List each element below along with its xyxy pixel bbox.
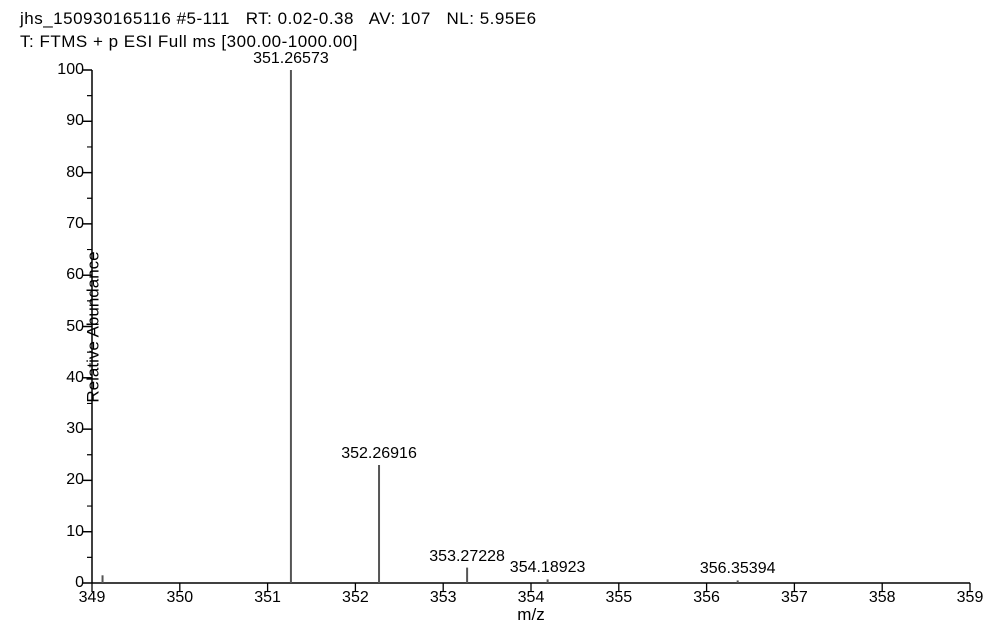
y-tick-label: 10	[66, 523, 92, 541]
x-axis-title: m/z	[517, 605, 544, 625]
y-tick-label: 50	[66, 318, 92, 336]
x-tick-label: 352	[342, 583, 369, 607]
x-tick-label: 350	[166, 583, 193, 607]
y-tick-label: 30	[66, 420, 92, 438]
peak-label: 356.35394	[700, 560, 776, 578]
peak-label: 354.18923	[510, 559, 586, 577]
y-tick-label: 70	[66, 215, 92, 233]
x-tick-label: 354	[518, 583, 545, 607]
y-tick-label: 100	[57, 61, 92, 79]
header-line-2: T: FTMS + p ESI Full ms [300.00-1000.00]	[20, 31, 984, 54]
av-label: AV:	[369, 9, 396, 28]
nl-label: NL:	[447, 9, 475, 28]
spectrum-chart: Relative Abundance m/z 01020304050607080…	[92, 70, 970, 583]
peak-label: 353.27228	[429, 548, 505, 566]
x-tick-label: 357	[781, 583, 808, 607]
x-tick-label: 358	[869, 583, 896, 607]
peak-label: 351.26573	[253, 50, 329, 68]
rt-label: RT:	[246, 9, 273, 28]
file-id: jhs_150930165116 #5-111	[20, 9, 230, 28]
x-tick-label: 349	[79, 583, 106, 607]
y-tick-label: 80	[66, 164, 92, 182]
rt-value: 0.02-0.38	[278, 9, 354, 28]
x-tick-label: 356	[693, 583, 720, 607]
nl-value: 5.95E6	[480, 9, 537, 28]
x-tick-label: 351	[254, 583, 281, 607]
y-tick-label: 20	[66, 471, 92, 489]
spectrum-svg	[92, 70, 970, 583]
x-tick-label: 353	[430, 583, 457, 607]
y-tick-label: 60	[66, 266, 92, 284]
header-line-1: jhs_150930165116 #5-111 RT: 0.02-0.38 AV…	[20, 8, 984, 31]
peak-label: 352.26916	[341, 445, 417, 463]
av-value: 107	[401, 9, 431, 28]
x-tick-label: 355	[605, 583, 632, 607]
y-tick-label: 40	[66, 369, 92, 387]
y-tick-label: 90	[66, 112, 92, 130]
x-tick-label: 359	[957, 583, 984, 607]
